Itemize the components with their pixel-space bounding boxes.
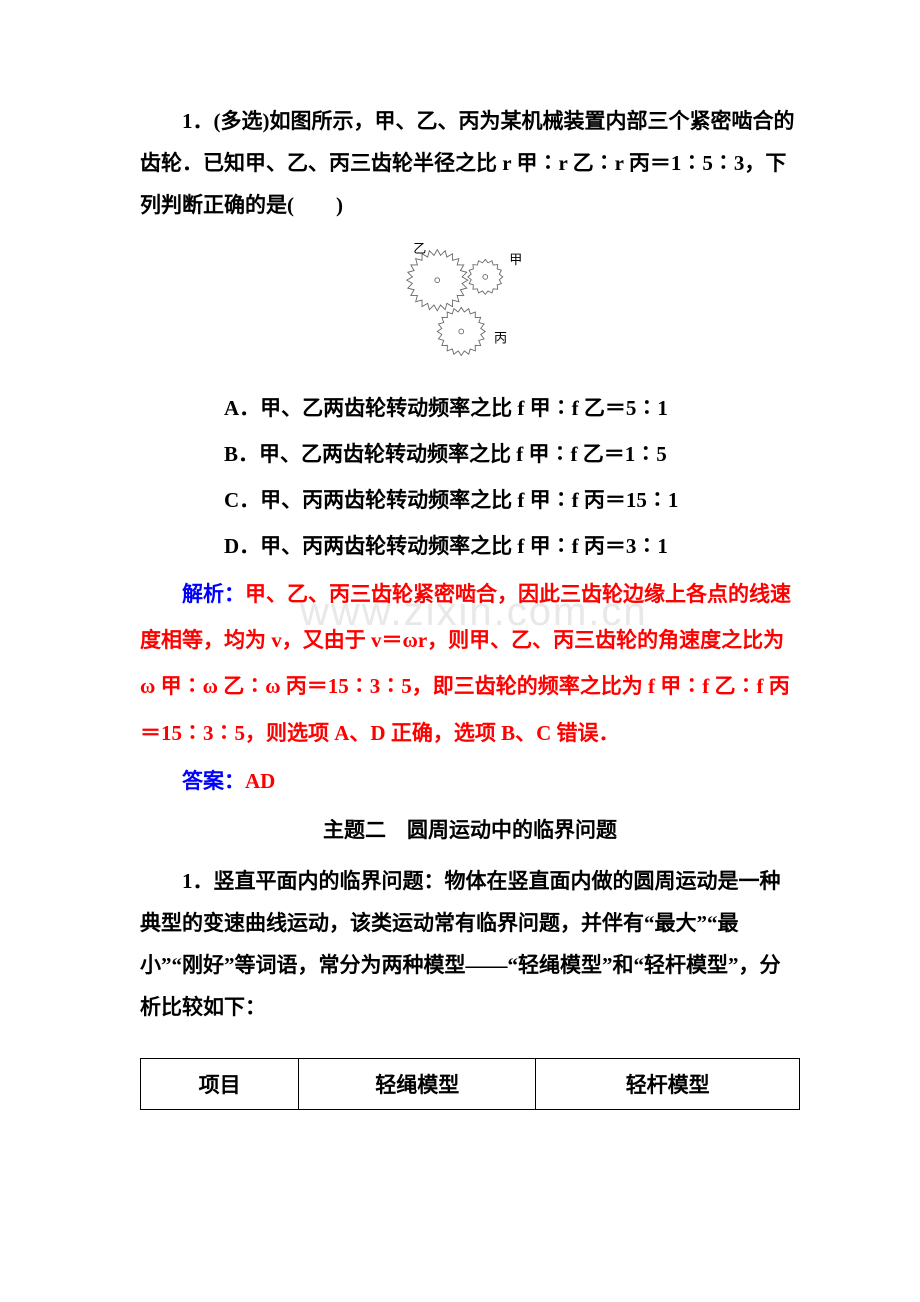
question1-text: 1．(多选)如图所示，甲、乙、丙为某机械装置内部三个紧密啮合的齿轮．已知甲、乙、…	[140, 100, 800, 226]
topic2-intro: 1．竖直平面内的临界问题：物体在竖直面内做的圆周运动是一种典型的变速曲线运动，该…	[140, 860, 800, 1028]
option-c: C．甲、丙两齿轮转动频率之比 f 甲∶f 丙＝15∶1	[140, 479, 800, 521]
gear-svg: 乙甲丙	[385, 242, 555, 362]
svg-text:丙: 丙	[494, 330, 507, 345]
table-row: 项目 轻绳模型 轻杆模型	[141, 1058, 800, 1109]
option-b: B．甲、乙两齿轮转动频率之比 f 甲∶f 乙＝1∶5	[140, 433, 800, 475]
table-header-3: 轻杆模型	[536, 1058, 800, 1109]
topic2-title: 主题二 圆周运动中的临界问题	[140, 814, 800, 844]
table-header-1: 项目	[141, 1058, 299, 1109]
option-d: D．甲、丙两齿轮转动频率之比 f 甲∶f 丙＝3∶1	[140, 525, 800, 567]
table-header-2: 轻绳模型	[299, 1058, 536, 1109]
comparison-table: 项目 轻绳模型 轻杆模型	[140, 1058, 800, 1110]
answer-value: AD	[245, 769, 275, 793]
answer-label: 答案：	[182, 769, 245, 793]
analysis-paragraph: 解析：甲、乙、丙三齿轮紧密啮合，因此三齿轮边缘上各点的线速度相等，均为 v，又由…	[140, 571, 800, 756]
option-a: A．甲、乙两齿轮转动频率之比 f 甲∶f 乙＝5∶1	[140, 387, 800, 429]
gear-diagram: 乙甲丙	[140, 242, 800, 367]
answer-line: 答案：AD	[140, 760, 800, 802]
analysis-label: 解析：	[182, 582, 245, 606]
analysis-text: 甲、乙、丙三齿轮紧密啮合，因此三齿轮边缘上各点的线速度相等，均为 v，又由于 v…	[140, 582, 791, 745]
svg-text:乙: 乙	[413, 242, 426, 256]
svg-text:甲: 甲	[509, 252, 522, 267]
